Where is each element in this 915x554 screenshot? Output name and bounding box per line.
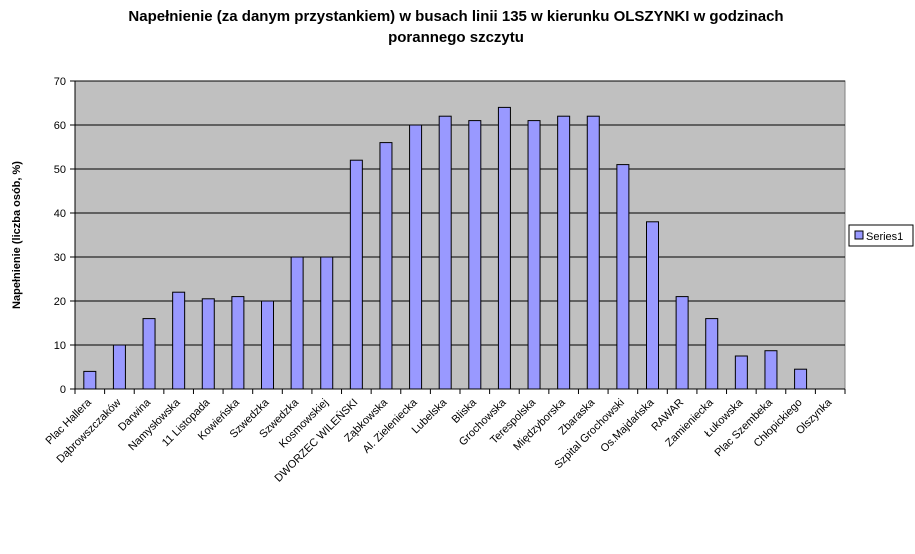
x-tick-labels: Plac HalleraDąbrowszczakówDarwinaNamysło… <box>44 396 835 485</box>
legend: Series1 <box>848 224 914 247</box>
bar-18 <box>616 164 630 390</box>
bar-13 <box>468 120 482 390</box>
bar-0 <box>83 370 97 390</box>
bar-5 <box>231 296 245 390</box>
bar-16 <box>557 115 571 390</box>
bar-8 <box>320 256 334 390</box>
bar-11 <box>409 124 423 390</box>
y-axis-label: Napełnienie (liczba osób, %) <box>11 161 23 309</box>
chart-title-line-1: Napełnienie (za danym przystankiem) w bu… <box>128 8 783 25</box>
bar-10 <box>379 142 393 390</box>
bar-4 <box>201 298 215 390</box>
bar-24 <box>794 368 808 390</box>
plot-area <box>74 80 846 390</box>
y-tick-labels: 0 10 20 30 40 50 60 70 <box>54 76 66 396</box>
y-tick-label: 10 <box>54 340 66 352</box>
bar-6 <box>261 300 274 390</box>
bar-1 <box>112 344 126 390</box>
bar-19 <box>646 221 659 390</box>
axes <box>70 80 846 394</box>
bar-9 <box>349 159 363 390</box>
y-tick-label: 20 <box>54 296 66 308</box>
y-tick-label: 0 <box>60 384 66 396</box>
bars <box>83 106 808 390</box>
bar-2 <box>142 318 156 390</box>
bar-3 <box>172 291 186 390</box>
bar-22 <box>734 355 748 390</box>
legend-label-series1: Series1 <box>866 231 903 243</box>
bar-20 <box>675 296 689 390</box>
y-tick-label: 60 <box>54 120 66 132</box>
y-tick-label: 40 <box>54 208 66 220</box>
y-tick-label: 30 <box>54 252 66 264</box>
legend-box <box>848 224 914 247</box>
bar-23 <box>764 350 778 390</box>
bar-15 <box>527 120 541 390</box>
bar-21 <box>705 318 719 390</box>
bar-12 <box>438 115 452 390</box>
chart-title-line-2: porannego szczytu <box>388 29 524 46</box>
bar-14 <box>497 106 511 390</box>
legend-swatch-series1 <box>854 230 864 240</box>
bar-7 <box>290 256 304 390</box>
y-tick-label: 50 <box>54 164 66 176</box>
bar-17 <box>586 115 600 390</box>
y-tick-label: 70 <box>54 76 66 88</box>
